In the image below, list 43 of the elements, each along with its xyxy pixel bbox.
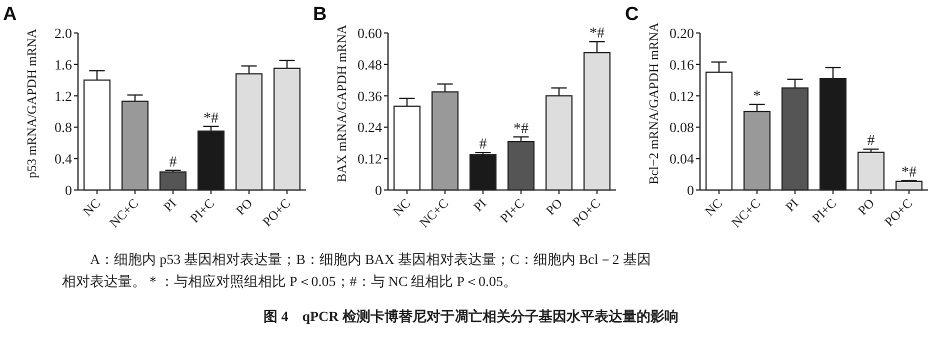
annotation: #: [169, 154, 178, 170]
y-tick-label: 0.20: [670, 27, 694, 42]
y-tick-label: 0: [375, 184, 382, 199]
y-tick-label: 0.24: [358, 121, 382, 136]
annotation: *#: [204, 110, 219, 126]
y-axis-title: Bcl−2 mRNA/GAPDH mRNA: [646, 22, 661, 184]
x-tick-label: PO: [854, 196, 878, 218]
y-tick-label: 1.2: [54, 90, 72, 105]
x-tick-label: PO: [232, 196, 256, 218]
x-tick-label: PI: [470, 196, 490, 214]
y-tick-label: 0.48: [358, 58, 382, 74]
y-tick-label: 0.8: [54, 121, 72, 136]
y-tick-label: 0.60: [358, 27, 382, 42]
y-tick-label: 0.4: [54, 152, 72, 168]
y-tick-label: 0.12: [358, 152, 382, 168]
y-axis-title: BAX mRNA/GAPDH mRNA: [334, 24, 349, 182]
y-tick-label: 2.0: [54, 27, 72, 42]
y-tick-label: 0.08: [670, 121, 694, 136]
annotation: #: [479, 136, 488, 153]
annotation: *#: [514, 120, 529, 137]
chart-title: B: [313, 4, 327, 25]
y-tick-label: 0: [687, 184, 694, 199]
y-tick-label: 0.16: [670, 58, 694, 74]
x-tick-label: NC: [80, 196, 104, 219]
text: A：细胞内 p53 基因相对表达量；B：细胞内 BAX 基因相对表达量；C：细胞内 Bcl－2 基因相对表达量。＊：与相应对照组相比 P＜0.05；#：与 NC 组相比 P＜0.05。: [62, 252, 652, 292]
x-tick-label: NC: [702, 196, 726, 219]
annotation: #: [867, 133, 876, 150]
y-axis-title: p53 mRNA/GAPDH mRNA: [24, 28, 39, 178]
text: 图 4 qPCR 检测卡博替尼对于凋亡相关分子基因水平表达量的影响: [262, 308, 680, 326]
annotation: *#: [902, 164, 917, 181]
chart-title: C: [625, 4, 639, 25]
x-tick-label: PO: [542, 196, 566, 218]
y-tick-label: 0.12: [670, 90, 694, 105]
x-tick-label: NC: [390, 196, 414, 219]
y-tick-label: 1.6: [54, 58, 72, 74]
x-tick-label: PI: [160, 196, 180, 214]
chart-title: A: [3, 4, 17, 25]
annotation: *#: [590, 26, 605, 42]
annotation: *: [753, 88, 761, 104]
y-tick-label: 0: [65, 184, 72, 199]
x-tick-label: PI: [782, 196, 802, 214]
y-tick-label: 0.04: [670, 152, 694, 168]
y-tick-label: 0.36: [358, 90, 382, 105]
